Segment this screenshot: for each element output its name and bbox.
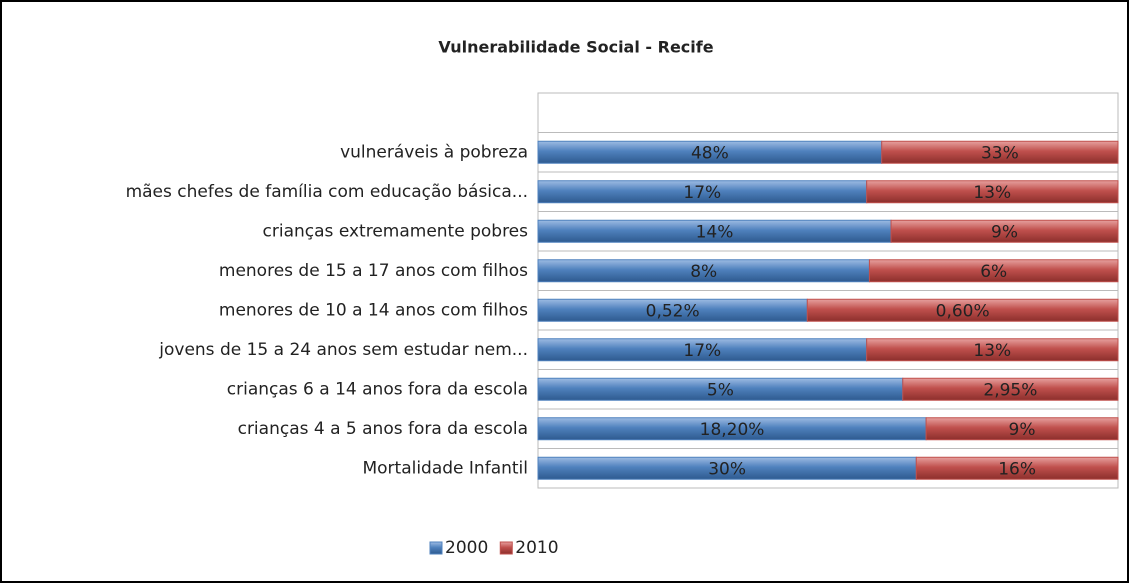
y-tick-label: mães chefes de família com educação bási… (126, 182, 528, 202)
data-label: 5% (707, 380, 734, 400)
legend-label: 2010 (515, 538, 558, 558)
bar-segment (866, 180, 1119, 204)
data-label: 2,95% (983, 380, 1037, 400)
y-tick-label: vulneráveis à pobreza (340, 142, 528, 162)
data-label: 17% (683, 341, 721, 361)
bar-segment (915, 456, 1119, 480)
data-label: 30% (708, 459, 746, 479)
y-tick-label: crianças extremamente pobres (263, 221, 529, 241)
y-tick-label: jovens de 15 a 24 anos sem estudar nem..… (158, 340, 528, 360)
data-label: 0,60% (936, 301, 990, 321)
data-label: 9% (991, 222, 1018, 242)
bar-segment (925, 417, 1119, 441)
data-label: 14% (696, 222, 734, 242)
bar-segment (902, 377, 1119, 401)
data-label: 9% (1009, 420, 1036, 440)
bar-segment (890, 219, 1119, 243)
chart-title: Vulnerabilidade Social - Recife (438, 38, 713, 57)
data-label: 8% (690, 262, 717, 282)
legend-label: 2000 (445, 538, 488, 558)
data-label: 18,20% (700, 420, 765, 440)
data-label: 17% (683, 183, 721, 203)
y-tick-label: menores de 10 a 14 anos com filhos (219, 300, 528, 320)
bar-segment (881, 140, 1119, 164)
bar-segment (866, 338, 1119, 362)
bar-segment (868, 259, 1119, 283)
legend-swatch (499, 541, 513, 555)
legend-swatch (429, 541, 443, 555)
data-label: 6% (980, 262, 1007, 282)
y-tick-label: crianças 6 a 14 anos fora da escola (227, 379, 528, 399)
data-label: 48% (691, 143, 729, 163)
data-label: 33% (981, 143, 1019, 163)
data-label: 0,52% (646, 301, 700, 321)
data-label: 16% (998, 459, 1036, 479)
y-tick-label: menores de 15 a 17 anos com filhos (219, 261, 528, 281)
data-label: 13% (973, 341, 1011, 361)
bar-segment (806, 298, 1119, 322)
data-label: 13% (973, 183, 1011, 203)
y-tick-label: crianças 4 a 5 anos fora da escola (238, 419, 528, 439)
y-tick-label: Mortalidade Infantil (362, 458, 528, 478)
